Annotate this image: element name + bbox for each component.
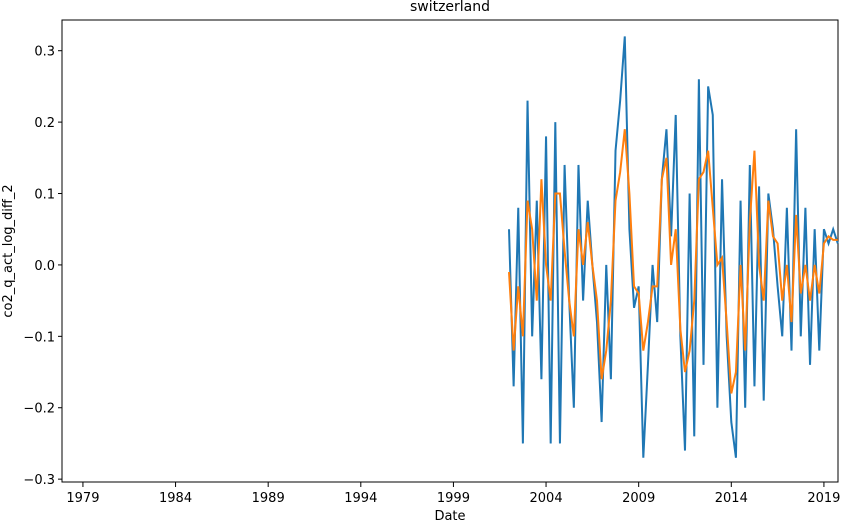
y-tick-label: −0.2 bbox=[23, 402, 55, 417]
x-tick-label: 1984 bbox=[159, 491, 192, 506]
y-axis-label: co2_q_act_log_diff_2 bbox=[1, 184, 16, 317]
x-tick-label: 2009 bbox=[622, 491, 655, 506]
y-tick-label: −0.1 bbox=[23, 330, 55, 345]
x-tick-label: 1979 bbox=[66, 491, 99, 506]
y-tick-label: 0.3 bbox=[34, 45, 55, 60]
y-tick-label: 0.0 bbox=[34, 259, 55, 274]
y-tick-label: 0.2 bbox=[34, 116, 55, 131]
x-tick-label: 2004 bbox=[530, 491, 563, 506]
x-tick-label: 2014 bbox=[715, 491, 748, 506]
plot-frame bbox=[61, 19, 839, 483]
x-axis-label: Date bbox=[434, 509, 465, 524]
data-line bbox=[508, 129, 838, 394]
x-tick-label: 1999 bbox=[437, 491, 470, 506]
y-tick-label: −0.3 bbox=[23, 473, 55, 488]
chart-title: switzerland bbox=[410, 0, 490, 15]
x-tick-label: 2019 bbox=[807, 491, 840, 506]
data-line bbox=[508, 36, 839, 458]
x-tick-label: 1989 bbox=[252, 491, 285, 506]
x-tick-label: 1994 bbox=[344, 491, 377, 506]
y-tick-label: 0.1 bbox=[34, 188, 55, 203]
